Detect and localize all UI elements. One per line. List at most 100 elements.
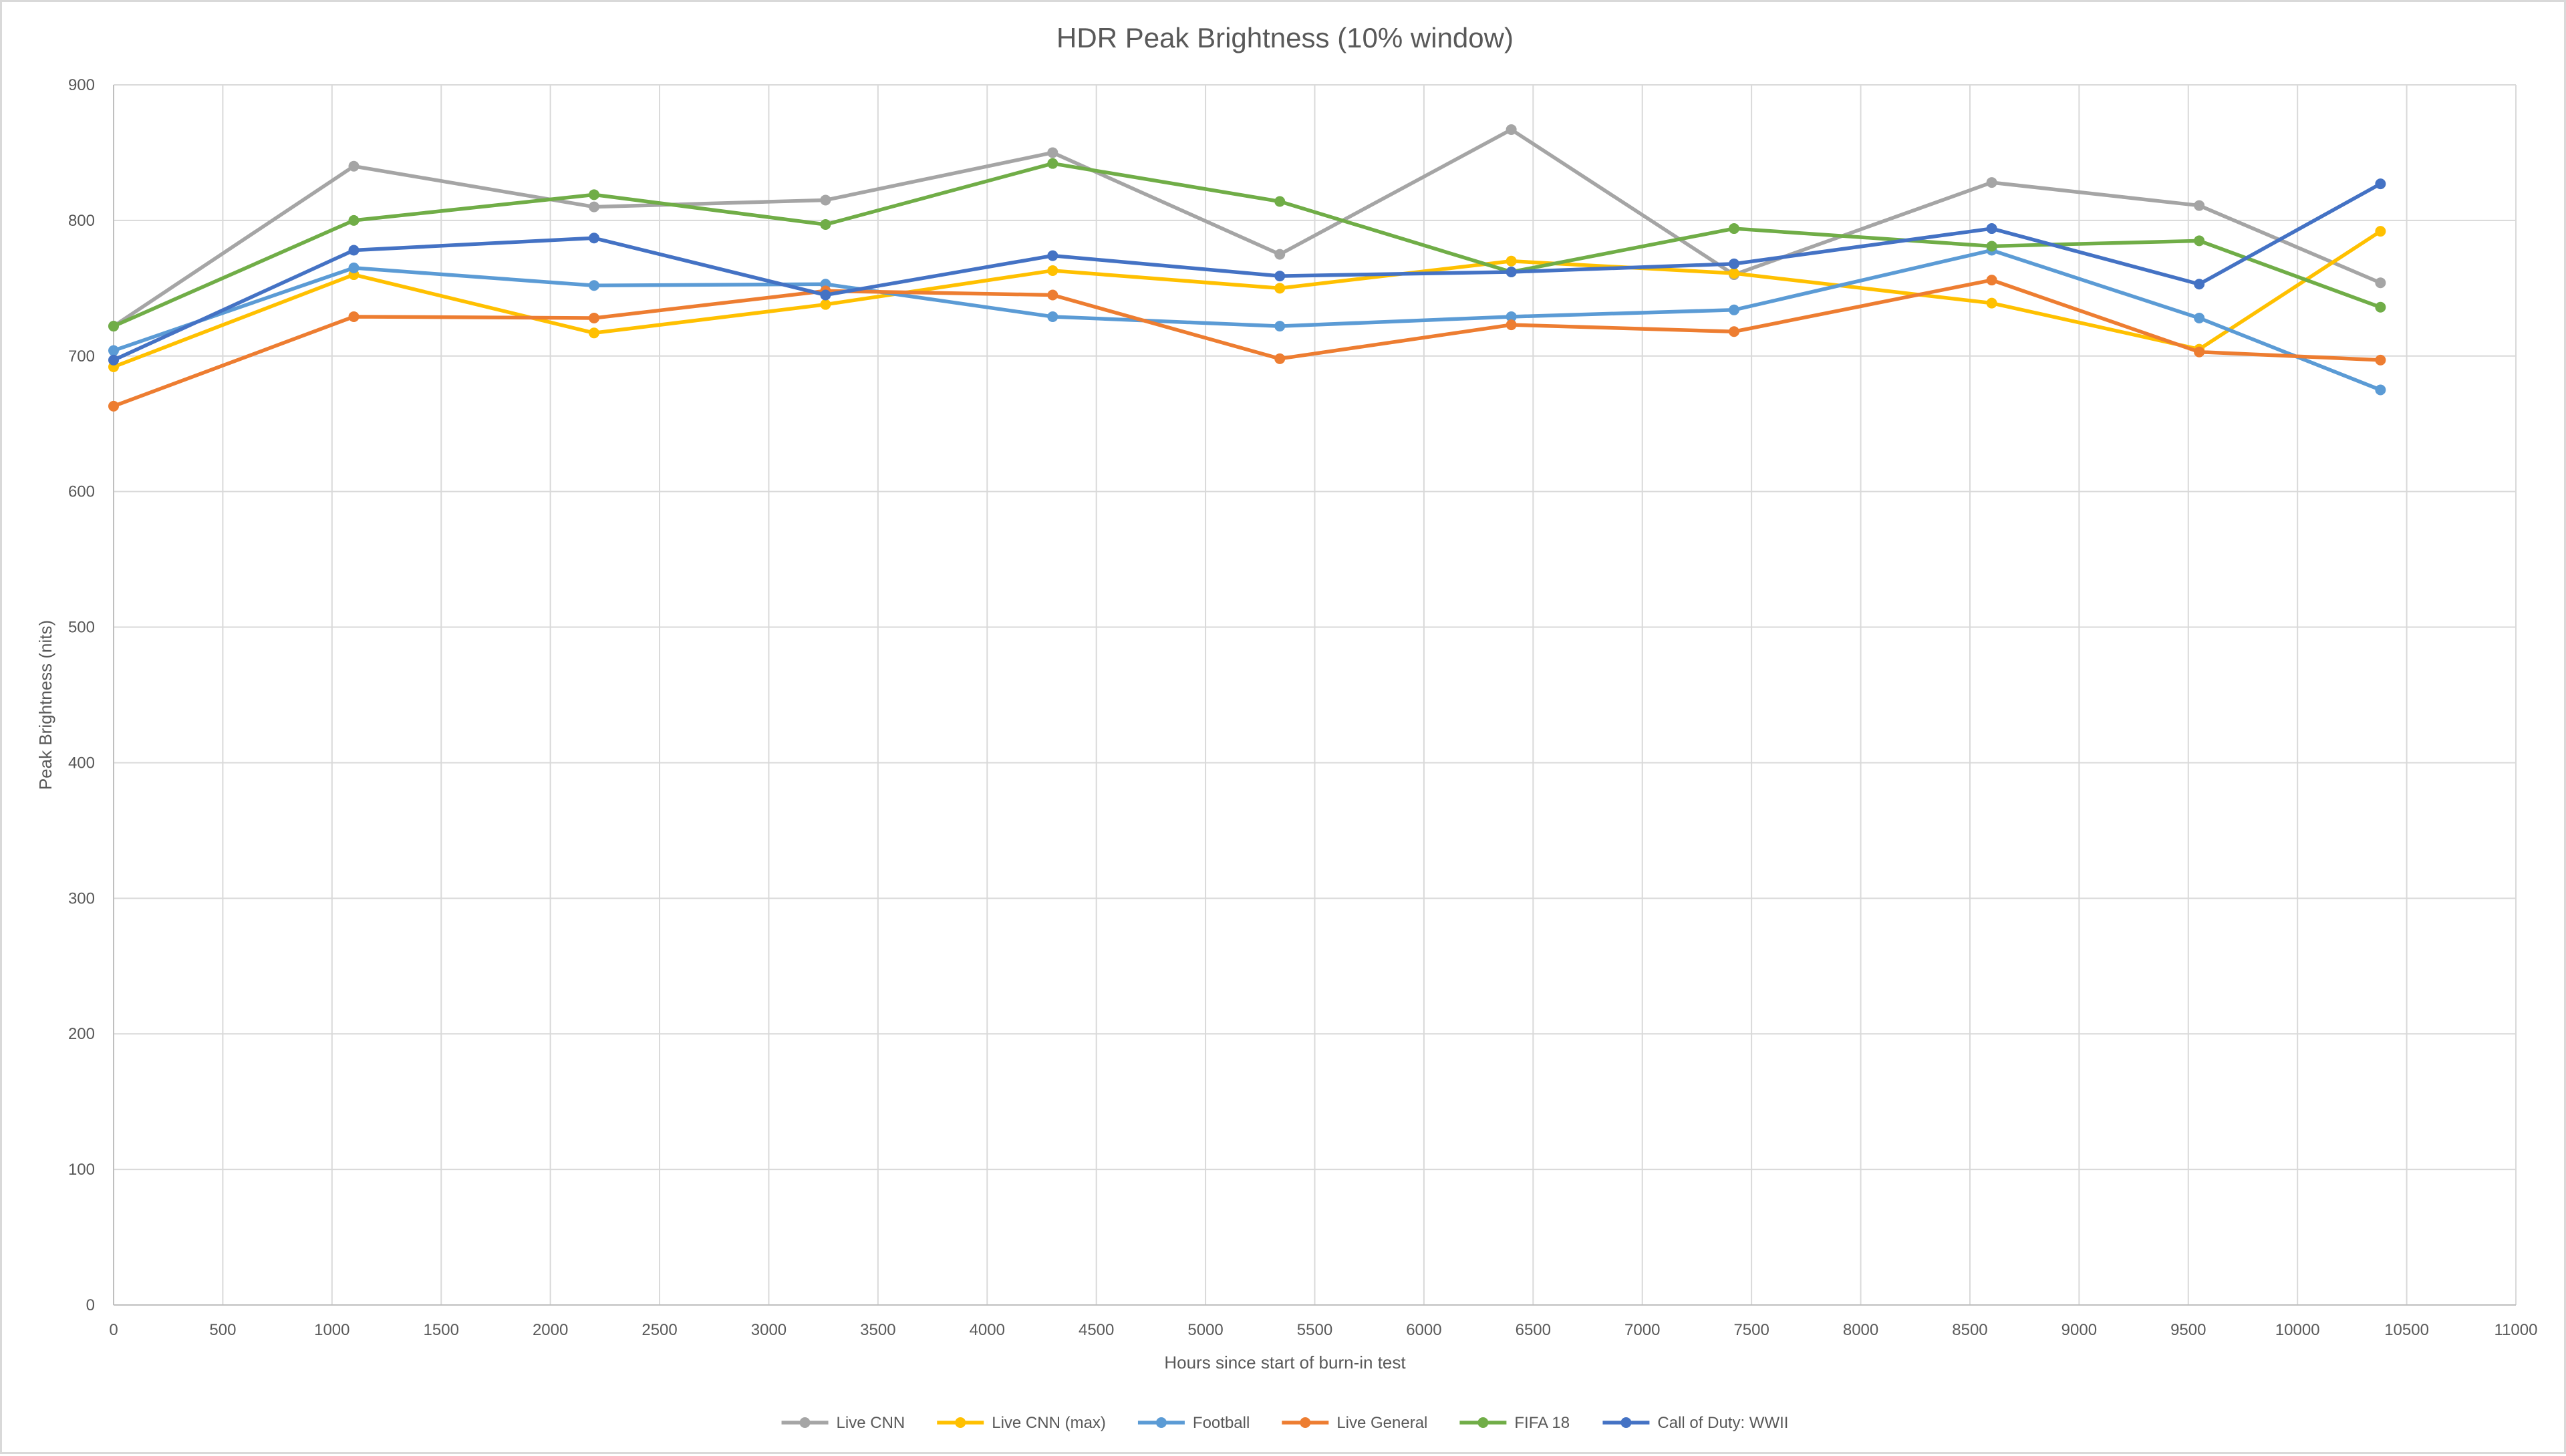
x-tick-label: 8000 xyxy=(1843,1321,1878,1339)
data-point-live-cnn xyxy=(589,201,599,212)
x-tick-label: 0 xyxy=(109,1321,118,1339)
x-axis-title: Hours since start of burn-in test xyxy=(1164,1352,1406,1372)
y-tick-label: 700 xyxy=(68,347,95,366)
data-point-live-cnn xyxy=(820,194,831,206)
data-point-football xyxy=(108,345,119,356)
y-tick-label: 0 xyxy=(86,1296,95,1314)
y-tick-label: 300 xyxy=(68,889,95,907)
data-point-live-cnn-max xyxy=(1047,265,1058,276)
data-point-live-cnn xyxy=(2194,200,2205,211)
legend-item-call-of-duty-wwii: Call of Duty: WWII xyxy=(1602,1414,1788,1432)
data-point-live-cnn xyxy=(1506,124,1517,135)
data-point-call-of-duty-wwii xyxy=(348,245,360,256)
x-tick-labels: 0 500 1000 1500 2000 2500 3000 3500 4000 4500 5000… xyxy=(109,1321,2537,1339)
x-tick-label: 3000 xyxy=(751,1321,787,1339)
data-point-football xyxy=(1728,304,1739,315)
data-point-live-cnn xyxy=(1274,249,1286,260)
legend-item-live-cnn-max: Live CNN (max) xyxy=(937,1414,1106,1432)
y-tick-label: 600 xyxy=(68,483,95,501)
legend-label: Live CNN (max) xyxy=(992,1414,1106,1432)
legend-label: Live General xyxy=(1336,1414,1427,1432)
data-point-live-general xyxy=(2194,346,2205,357)
x-tick-label: 6500 xyxy=(1516,1321,1551,1339)
series-line-live-cnn-max xyxy=(112,229,2383,369)
data-point-football xyxy=(2375,384,2386,396)
x-tick-label: 6000 xyxy=(1406,1321,1441,1339)
y-tick-labels: 0 100 200 300 400 500 600 700 800 900 xyxy=(68,76,95,1314)
x-tick-label: 4000 xyxy=(970,1321,1005,1339)
legend-label: Call of Duty: WWII xyxy=(1657,1414,1788,1432)
x-tick-label: 7500 xyxy=(1733,1321,1769,1339)
legend-label: Live CNN xyxy=(837,1414,905,1432)
legend-label: FIFA 18 xyxy=(1514,1414,1570,1432)
data-point-fifa-18 xyxy=(108,321,119,332)
data-point-live-cnn-max xyxy=(1986,297,1997,309)
series-live-general xyxy=(108,275,2386,412)
data-point-live-cnn xyxy=(1986,177,1997,188)
data-point-live-cnn xyxy=(1047,147,1058,158)
x-tick-label: 3500 xyxy=(860,1321,895,1339)
data-point-football xyxy=(1047,311,1058,322)
axes xyxy=(113,85,2516,1306)
x-tick-label: 2000 xyxy=(533,1321,568,1339)
data-point-fifa-18 xyxy=(2194,235,2205,247)
data-point-call-of-duty-wwii xyxy=(1986,223,1997,235)
legend-swatch-marker xyxy=(955,1417,966,1428)
x-tick-label: 4500 xyxy=(1079,1321,1114,1339)
x-tick-label: 9000 xyxy=(2061,1321,2097,1339)
x-tick-label: 2500 xyxy=(642,1321,677,1339)
data-point-fifa-18 xyxy=(1274,196,1286,207)
data-point-live-general xyxy=(1986,275,1997,286)
data-point-live-cnn xyxy=(2375,277,2386,289)
data-point-live-cnn-max xyxy=(1274,283,1286,294)
data-point-live-cnn-max xyxy=(820,299,831,310)
legend-swatch-marker xyxy=(1477,1417,1489,1428)
data-point-live-cnn-max xyxy=(1728,268,1739,279)
data-point-live-general xyxy=(1728,326,1739,337)
data-point-live-cnn-max xyxy=(589,327,599,339)
data-point-fifa-18 xyxy=(589,189,599,200)
data-point-live-general xyxy=(589,312,599,323)
legend-swatch-marker xyxy=(1620,1417,1632,1428)
y-tick-label: 100 xyxy=(68,1161,95,1179)
data-point-football xyxy=(348,262,360,273)
data-point-call-of-duty-wwii xyxy=(108,354,119,366)
data-point-live-general xyxy=(1506,319,1517,331)
y-tick-label: 400 xyxy=(68,754,95,772)
legend-swatch-marker xyxy=(799,1417,811,1428)
x-tick-label: 1500 xyxy=(424,1321,459,1339)
y-tick-label: 500 xyxy=(68,619,95,637)
x-tick-label: 5500 xyxy=(1297,1321,1332,1339)
x-tick-label: 8500 xyxy=(1952,1321,1987,1339)
series-live-cnn xyxy=(108,124,2386,332)
data-point-call-of-duty-wwii xyxy=(589,233,599,244)
data-point-live-general xyxy=(348,311,360,322)
data-point-call-of-duty-wwii xyxy=(2375,178,2386,190)
data-point-football xyxy=(1506,311,1517,322)
data-point-call-of-duty-wwii xyxy=(2194,279,2205,290)
data-point-football xyxy=(2194,312,2205,323)
legend-item-fifa-18: FIFA 18 xyxy=(1459,1414,1570,1432)
data-point-live-cnn-max xyxy=(1506,255,1517,267)
data-point-live-general xyxy=(1047,289,1058,301)
data-point-fifa-18 xyxy=(2375,301,2386,313)
data-point-fifa-18 xyxy=(1728,223,1739,235)
data-point-call-of-duty-wwii xyxy=(820,289,831,301)
legend-label: Football xyxy=(1193,1414,1250,1432)
data-point-call-of-duty-wwii xyxy=(1274,271,1286,282)
x-tick-label: 7000 xyxy=(1624,1321,1660,1339)
data-point-football xyxy=(1274,321,1286,332)
series-line-football xyxy=(112,248,2383,392)
series-football xyxy=(108,245,2386,396)
data-point-fifa-18 xyxy=(1986,241,1997,252)
y-tick-label: 800 xyxy=(68,212,95,230)
data-point-live-general xyxy=(2375,354,2386,366)
data-point-fifa-18 xyxy=(1047,158,1058,169)
data-point-fifa-18 xyxy=(820,219,831,230)
data-point-live-general xyxy=(108,400,119,412)
data-point-fifa-18 xyxy=(348,214,360,226)
legend-item-live-general: Live General xyxy=(1282,1414,1427,1432)
legend: Live CNN Live CNN (max) Football Live Gener… xyxy=(781,1414,1788,1432)
